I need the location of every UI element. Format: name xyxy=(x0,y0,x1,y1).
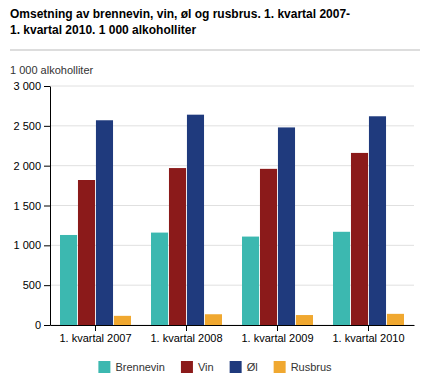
y-tick-label: 1 500 xyxy=(13,200,41,212)
y-tick: 3 000 xyxy=(13,80,50,92)
y-tick-mark xyxy=(44,86,50,87)
bar xyxy=(242,237,259,325)
y-tick: 0 xyxy=(35,319,50,331)
x-tick: 1. kvartal 2007 xyxy=(59,325,131,344)
y-tick-mark xyxy=(44,245,50,246)
x-tick-mark xyxy=(95,325,96,331)
y-tick-mark xyxy=(44,126,50,127)
legend-swatch xyxy=(274,361,286,373)
x-tick: 1. kvartal 2008 xyxy=(150,325,222,344)
y-axis-label: 1 000 alkoholliter xyxy=(10,64,94,76)
x-tick-mark xyxy=(368,325,369,331)
bar xyxy=(387,314,404,325)
bar xyxy=(333,232,350,325)
y-tick: 2 000 xyxy=(13,160,50,172)
chart-container: Omsetning av brennevin, vin, øl og rusbr… xyxy=(0,0,430,389)
legend-swatch xyxy=(230,361,242,373)
y-tick-label: 2 000 xyxy=(13,160,41,172)
y-axis: 0 500 1 000 1 500 2 000 2 500 3 000 xyxy=(13,80,50,331)
y-tick: 1 000 xyxy=(13,239,50,251)
legend-item: Vin xyxy=(181,361,214,373)
legend-swatch xyxy=(98,361,110,373)
bar-series xyxy=(96,115,386,325)
bar xyxy=(187,115,204,325)
bar xyxy=(278,127,295,325)
y-tick-label: 0 xyxy=(35,319,41,331)
x-tick-label: 1. kvartal 2010 xyxy=(332,332,404,344)
bar xyxy=(114,316,131,325)
y-tick-mark xyxy=(44,325,50,326)
bars xyxy=(60,115,404,325)
title-line: 1. kvartal 2010. 1 000 alkoholliter xyxy=(10,23,196,37)
bar xyxy=(78,180,95,325)
bar xyxy=(60,235,77,325)
bar xyxy=(151,233,168,325)
legend-item: Brennevin xyxy=(98,361,165,373)
title: Omsetning av brennevin, vin, øl og rusbr… xyxy=(10,7,350,37)
y-tick-mark xyxy=(44,166,50,167)
title-line: Omsetning av brennevin, vin, øl og rusbr… xyxy=(10,7,350,21)
x-tick-label: 1. kvartal 2009 xyxy=(241,332,313,344)
x-tick-mark xyxy=(277,325,278,331)
y-tick-label: 3 000 xyxy=(13,80,41,92)
bar xyxy=(205,314,222,325)
y-tick-label: 500 xyxy=(23,279,41,291)
bar xyxy=(169,168,186,325)
bar xyxy=(351,153,368,325)
legend-item: Rusbrus xyxy=(274,361,332,373)
legend-item: Øl xyxy=(230,361,258,373)
grid-line xyxy=(50,86,414,87)
bar-series xyxy=(114,314,404,325)
x-tick: 1. kvartal 2009 xyxy=(241,325,313,344)
legend: Brennevin Vin Øl Rusbrus xyxy=(98,361,332,373)
y-tick: 1 500 xyxy=(13,200,50,212)
y-tick: 2 500 xyxy=(13,120,50,132)
legend-label: Rusbrus xyxy=(291,361,332,373)
y-tick-mark xyxy=(44,206,50,207)
legend-label: Brennevin xyxy=(115,361,165,373)
bar xyxy=(296,315,313,325)
legend-swatch xyxy=(181,361,193,373)
x-tick-label: 1. kvartal 2007 xyxy=(59,332,131,344)
y-tick-label: 2 500 xyxy=(13,120,41,132)
y-axis-line xyxy=(50,87,51,326)
bar xyxy=(369,116,386,325)
x-tick-mark xyxy=(186,325,187,331)
x-axis-line xyxy=(51,325,415,326)
bar-series xyxy=(78,153,368,325)
y-tick-label: 1 000 xyxy=(13,239,41,251)
x-tick: 1. kvartal 2010 xyxy=(332,325,404,344)
grid xyxy=(50,86,414,325)
legend-label: Øl xyxy=(247,361,258,373)
bar xyxy=(260,169,277,325)
x-tick-label: 1. kvartal 2008 xyxy=(150,332,222,344)
legend-label: Vin xyxy=(198,361,214,373)
chart-svg: Omsetning av brennevin, vin, øl og rusbr… xyxy=(0,0,430,389)
y-tick: 500 xyxy=(23,279,50,291)
title-separator xyxy=(10,50,420,51)
y-tick-mark xyxy=(44,285,50,286)
x-axis: 1. kvartal 2007 1. kvartal 2008 1. kvartal… xyxy=(51,325,415,344)
plot-area: 0 500 1 000 1 500 2 000 2 500 3 000 1. kvartal … xyxy=(13,80,414,344)
bar xyxy=(96,120,113,325)
